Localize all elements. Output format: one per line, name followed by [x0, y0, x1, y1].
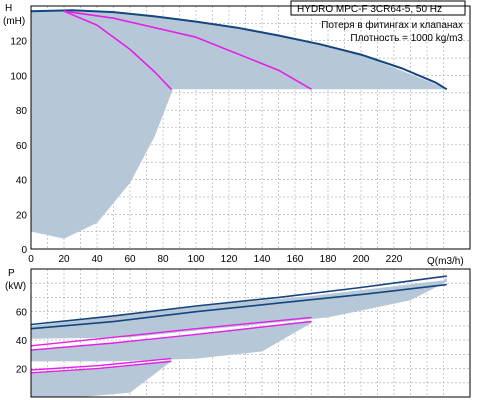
power-chart-frame — [30, 268, 471, 398]
flow-x-tick: 100 — [188, 254, 205, 265]
power-curve-main — [30, 283, 447, 330]
flow-x-tick: 180 — [320, 254, 337, 265]
flow-x-tick-labels: 0 20 40 60 80 100 120 140 160 180 200 220 — [28, 254, 403, 265]
power-band-fill — [31, 320, 312, 362]
power-curves — [30, 275, 447, 374]
flow-x-tick: 200 — [353, 254, 370, 265]
flow-x-tick: 80 — [157, 254, 169, 265]
info-box: HYDRO MPC-F 3CR64-5, 50 Hz Потеря в фити… — [290, 0, 466, 44]
head-curve-reduced — [63, 10, 172, 90]
power-band-fill — [31, 360, 172, 397]
head-chart-frame — [30, 5, 471, 250]
head-curve-main — [30, 9, 448, 91]
head-y-tick: 20 — [16, 210, 28, 221]
flow-x-tick: 160 — [287, 254, 304, 265]
power-band-fill — [31, 277, 447, 339]
head-y-tick: 80 — [16, 106, 28, 117]
head-axis-unit: (mH) — [3, 16, 25, 27]
title-box — [290, 0, 466, 16]
power-curve-reduced — [30, 320, 312, 351]
power-y-tick-labels: 20 40 60 — [16, 308, 28, 376]
head-operating-area — [31, 11, 447, 239]
power-curve-main — [30, 275, 447, 326]
head-y-tick-labels: 0 20 40 60 80 100 120 — [10, 37, 27, 256]
note-density: Плотность = 1000 kg/m3 — [350, 33, 463, 44]
power-curve-reduced — [30, 357, 172, 371]
head-chart-panel: 0 20 40 60 80 100 120 0 20 40 60 80 100 120 140 160 180… — [3, 0, 471, 267]
power-axis-label: P — [8, 268, 15, 279]
flow-x-tick: 60 — [124, 254, 136, 265]
flow-x-tick: 140 — [254, 254, 271, 265]
flow-axis-label: Q(m3/h) — [427, 256, 464, 267]
flow-x-tick: 40 — [91, 254, 103, 265]
power-axis-unit: (kW) — [5, 281, 26, 292]
power-operating-area — [31, 277, 447, 397]
power-y-tick: 20 — [16, 365, 28, 376]
power-curve-reduced — [30, 316, 312, 347]
chart-title: HYDRO MPC-F 3CR64-5, 50 Hz — [297, 4, 442, 15]
power-chart-panel: 20 40 60 P (kW) — [5, 268, 471, 398]
flow-x-tick: 0 — [28, 254, 34, 265]
head-y-tick: 100 — [10, 71, 27, 82]
power-y-tick: 40 — [16, 336, 28, 347]
head-y-tick: 0 — [21, 245, 27, 256]
flow-x-tick: 120 — [221, 254, 238, 265]
head-axis-label: H — [5, 3, 12, 14]
power-y-tick: 60 — [16, 308, 28, 319]
head-y-tick: 120 — [10, 37, 27, 48]
head-y-tick: 40 — [16, 176, 28, 187]
power-curve-reduced — [30, 360, 172, 374]
head-area-fill — [31, 11, 447, 239]
flow-x-tick: 20 — [58, 254, 70, 265]
note-fittings: Потеря в фитингах и клапанах — [321, 19, 463, 31]
head-curves — [30, 9, 448, 91]
flow-x-tick: 220 — [386, 254, 403, 265]
head-curve-reduced — [63, 10, 312, 90]
head-y-tick: 60 — [16, 141, 28, 152]
